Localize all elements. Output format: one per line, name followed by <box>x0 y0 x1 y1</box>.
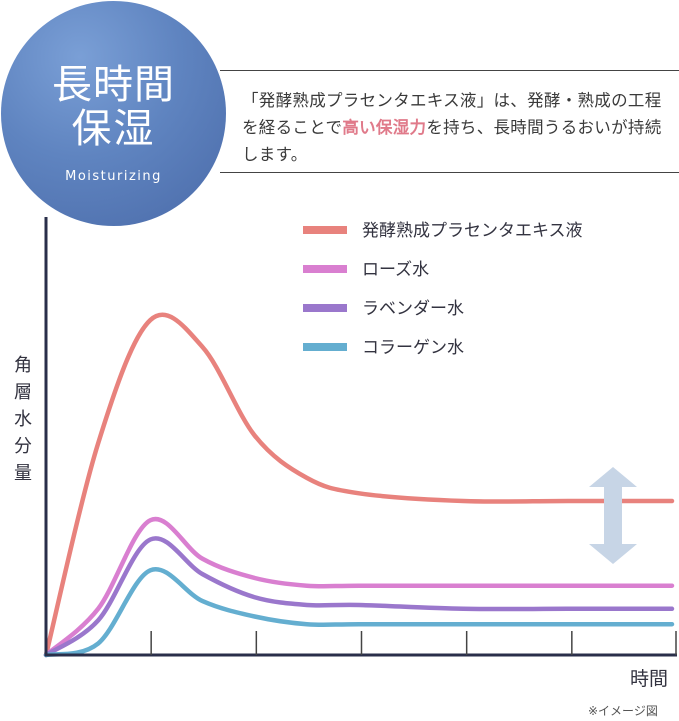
badge-title-line2: 保湿 <box>71 106 156 152</box>
description-text: 「発酵熟成プラセンタエキス液」は、発酵・熟成の工程を経ることで高い保湿力を持ち、… <box>242 87 674 168</box>
legend-swatch-0 <box>303 226 347 234</box>
badge-subtitle: Moisturizing <box>65 169 162 184</box>
description-part2: を持ち、長時間うるおいが持続します。 <box>242 118 662 164</box>
series-line-1 <box>43 516 675 658</box>
description-highlight: 高い保湿力 <box>342 118 427 137</box>
difference-arrow-icon <box>589 467 637 564</box>
legend-swatch-3 <box>303 343 347 351</box>
bottom-divider <box>220 172 679 173</box>
moisturizing-badge: 長時間 保湿 Moisturizing <box>1 1 226 226</box>
badge-title-line1: 長時間 <box>52 62 175 108</box>
y-axis-label: 角層水分量 <box>14 355 32 484</box>
legend-label-2: ラベンダー水 <box>362 299 464 319</box>
legend-label-1: ローズ水 <box>362 260 430 280</box>
legend-label-3: コラーゲン水 <box>362 338 464 358</box>
image-note: ※イメージ図 <box>588 704 658 718</box>
top-divider <box>220 70 679 71</box>
series-line-2 <box>43 536 675 658</box>
double-arrow-shape <box>589 467 637 564</box>
series-line-0 <box>43 312 675 658</box>
series-line-3 <box>43 567 675 658</box>
legend-swatch-1 <box>303 265 347 273</box>
description-part1: 「発酵熟成プラセンタエキス液」は、発酵・熟成の工程を経ることで <box>242 91 662 137</box>
legend-swatch-2 <box>303 304 347 312</box>
legend-label-0: 発酵熟成プラセンタエキス液 <box>362 221 583 241</box>
x-axis-label: 時間 <box>630 668 669 690</box>
